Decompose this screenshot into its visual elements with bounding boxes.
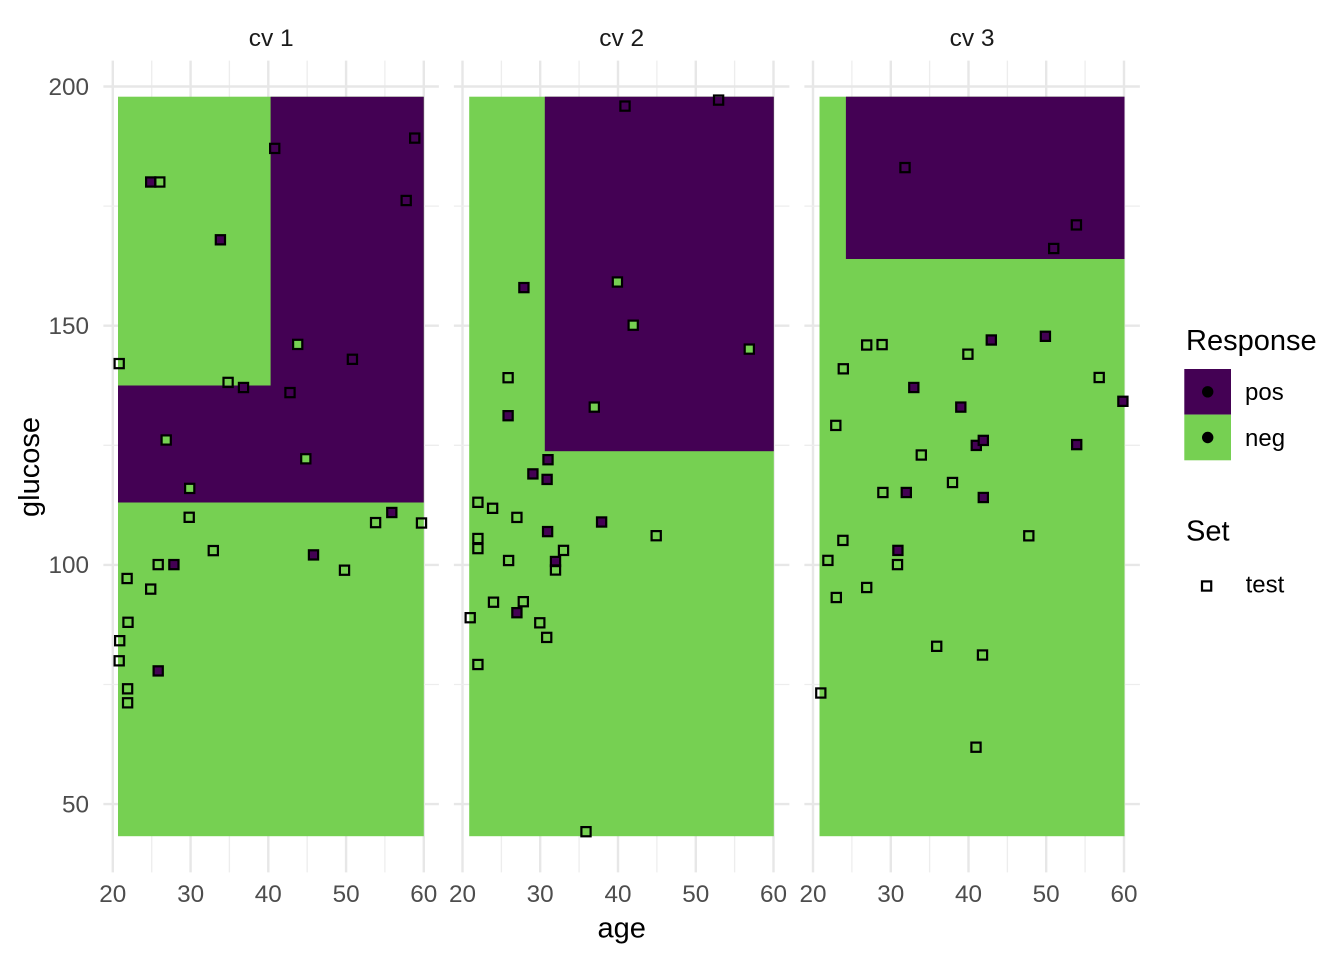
svg-text:50: 50 <box>333 881 360 908</box>
svg-text:40: 40 <box>255 881 282 908</box>
svg-text:30: 30 <box>877 881 904 908</box>
svg-text:glucose: glucose <box>14 417 46 517</box>
svg-text:150: 150 <box>48 313 89 340</box>
svg-text:cv 2: cv 2 <box>599 25 644 52</box>
svg-text:100: 100 <box>48 552 89 579</box>
svg-text:Response: Response <box>1186 325 1317 357</box>
svg-text:Set: Set <box>1186 516 1230 548</box>
svg-text:20: 20 <box>99 881 126 908</box>
svg-text:50: 50 <box>682 881 709 908</box>
svg-text:50: 50 <box>1033 881 1060 908</box>
svg-text:cv 3: cv 3 <box>950 25 995 52</box>
svg-text:test: test <box>1246 572 1285 599</box>
svg-text:50: 50 <box>62 791 89 818</box>
svg-text:neg: neg <box>1245 425 1285 452</box>
svg-text:20: 20 <box>799 881 826 908</box>
svg-text:pos: pos <box>1245 379 1284 406</box>
svg-text:40: 40 <box>604 881 631 908</box>
svg-text:200: 200 <box>48 74 89 101</box>
svg-text:60: 60 <box>760 881 787 908</box>
svg-text:30: 30 <box>527 881 554 908</box>
svg-text:40: 40 <box>955 881 982 908</box>
svg-text:cv 1: cv 1 <box>249 25 294 52</box>
svg-text:60: 60 <box>1110 881 1137 908</box>
svg-text:30: 30 <box>177 881 204 908</box>
svg-text:20: 20 <box>449 881 476 908</box>
svg-text:60: 60 <box>410 881 437 908</box>
svg-text:age: age <box>598 913 646 945</box>
